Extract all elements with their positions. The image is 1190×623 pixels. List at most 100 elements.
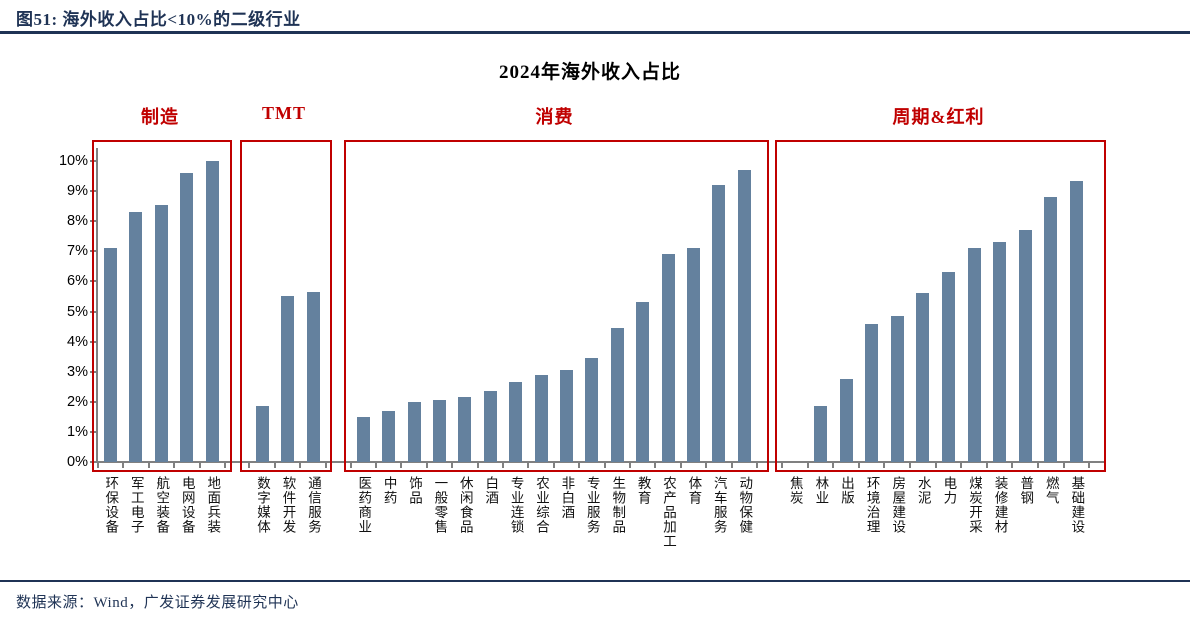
- category-label: 中药: [381, 476, 397, 505]
- y-axis-tick-label: 2%: [67, 393, 88, 410]
- x-axis-tick: [248, 463, 251, 468]
- x-axis-tick: [705, 463, 708, 468]
- bar: [255, 406, 269, 462]
- x-axis-tick: [628, 463, 631, 468]
- category-label: 汽车服务: [711, 476, 727, 534]
- x-axis-tick: [552, 463, 555, 468]
- bar: [712, 185, 726, 462]
- x-axis-tick: [96, 463, 99, 468]
- bar: [993, 242, 1007, 462]
- bar: [483, 391, 497, 462]
- category-label: 环保设备: [103, 476, 119, 534]
- bar: [610, 328, 624, 462]
- bar: [407, 401, 421, 462]
- y-axis-tick-label: 6%: [67, 273, 88, 290]
- group-label: 制造: [141, 107, 179, 127]
- x-axis-tick: [1088, 463, 1091, 468]
- x-axis-tick: [425, 463, 428, 468]
- y-axis-tick-label: 7%: [67, 243, 88, 260]
- bar: [509, 382, 523, 462]
- figure-title: 图51: 海外收入占比<10%的二级行业: [16, 10, 301, 29]
- y-axis-tick-label: 8%: [67, 213, 88, 230]
- bar: [890, 316, 904, 462]
- bar: [154, 204, 168, 462]
- category-label: 水泥: [915, 476, 931, 505]
- bar: [941, 272, 955, 462]
- x-axis-tick: [173, 463, 175, 468]
- data-source: 数据来源：Wind，广发证券发展研究中心: [16, 595, 299, 611]
- y-axis-tick-label: 1%: [67, 423, 88, 440]
- category-label: 饰品: [407, 476, 422, 505]
- x-axis-tick: [374, 463, 377, 468]
- bar: [661, 254, 675, 462]
- category-label: 农业综合: [534, 476, 549, 534]
- category-label: 动物保健: [737, 476, 753, 534]
- x-axis-tick: [147, 463, 150, 468]
- bar: [534, 374, 548, 462]
- x-axis-tick: [299, 463, 302, 468]
- x-axis-tick: [603, 463, 606, 468]
- header-rule: [0, 31, 1190, 34]
- bar: [839, 379, 853, 462]
- group-label: 周期&红利: [892, 107, 985, 127]
- bar: [382, 410, 396, 462]
- group-box: [240, 140, 332, 472]
- x-axis-tick: [122, 463, 124, 468]
- category-label: 医药商业: [356, 476, 372, 534]
- category-label: 通信服务: [306, 476, 322, 534]
- bar: [967, 248, 981, 462]
- x-axis-tick: [476, 463, 479, 468]
- category-label: 教育: [635, 476, 651, 505]
- category-label: 专业服务: [584, 476, 600, 534]
- bar: [356, 416, 370, 462]
- x-axis-tick: [224, 463, 226, 468]
- bar: [281, 296, 295, 462]
- category-label: 专业连锁: [508, 476, 524, 534]
- category-label: 电网设备: [179, 476, 195, 534]
- x-axis-tick: [781, 463, 783, 468]
- category-label: 出版: [839, 476, 854, 505]
- bar: [916, 293, 930, 462]
- x-axis-tick: [857, 463, 860, 468]
- y-axis-tick-label: 9%: [67, 183, 88, 200]
- x-axis-tick: [349, 463, 352, 468]
- chart-title: 2024年海外收入占比: [498, 62, 681, 83]
- category-label: 煤炭开采: [967, 476, 982, 534]
- category-label: 电力: [941, 476, 957, 505]
- bar: [686, 248, 700, 462]
- bar: [1044, 197, 1058, 462]
- bar: [103, 248, 117, 462]
- x-axis-tick: [400, 463, 403, 468]
- category-label: 生物制品: [610, 476, 626, 534]
- category-label: 体育: [686, 476, 702, 505]
- category-label: 航空装备: [154, 476, 170, 534]
- category-label: 白酒: [483, 476, 499, 505]
- category-label: 房屋建设: [890, 476, 906, 534]
- bar: [585, 358, 599, 462]
- x-axis-tick: [755, 463, 758, 468]
- category-label: 林业: [813, 476, 829, 505]
- y-axis-tick-label: 0%: [67, 454, 88, 470]
- category-label: 软件开发: [280, 476, 296, 534]
- category-label: 环境治理: [864, 476, 880, 534]
- category-label: 数字媒体: [255, 476, 271, 534]
- x-axis-tick: [679, 463, 682, 468]
- x-axis-tick: [960, 463, 963, 468]
- bar: [432, 400, 446, 462]
- bar: [865, 323, 879, 462]
- bar: [813, 406, 827, 462]
- category-label: 基础建设: [1069, 476, 1085, 534]
- bar: [636, 302, 650, 462]
- group-box: [344, 140, 769, 472]
- group-box: [775, 140, 1106, 472]
- x-axis: [90, 461, 1106, 463]
- y-axis-tick-label: 10%: [58, 153, 88, 169]
- category-label: 装修建材: [992, 476, 1008, 534]
- category-label: 军工电子: [128, 476, 144, 534]
- x-axis-tick: [1037, 463, 1039, 468]
- x-axis-tick: [273, 463, 276, 468]
- bar: [737, 170, 751, 462]
- bar: [306, 291, 320, 462]
- x-axis-tick: [909, 463, 911, 468]
